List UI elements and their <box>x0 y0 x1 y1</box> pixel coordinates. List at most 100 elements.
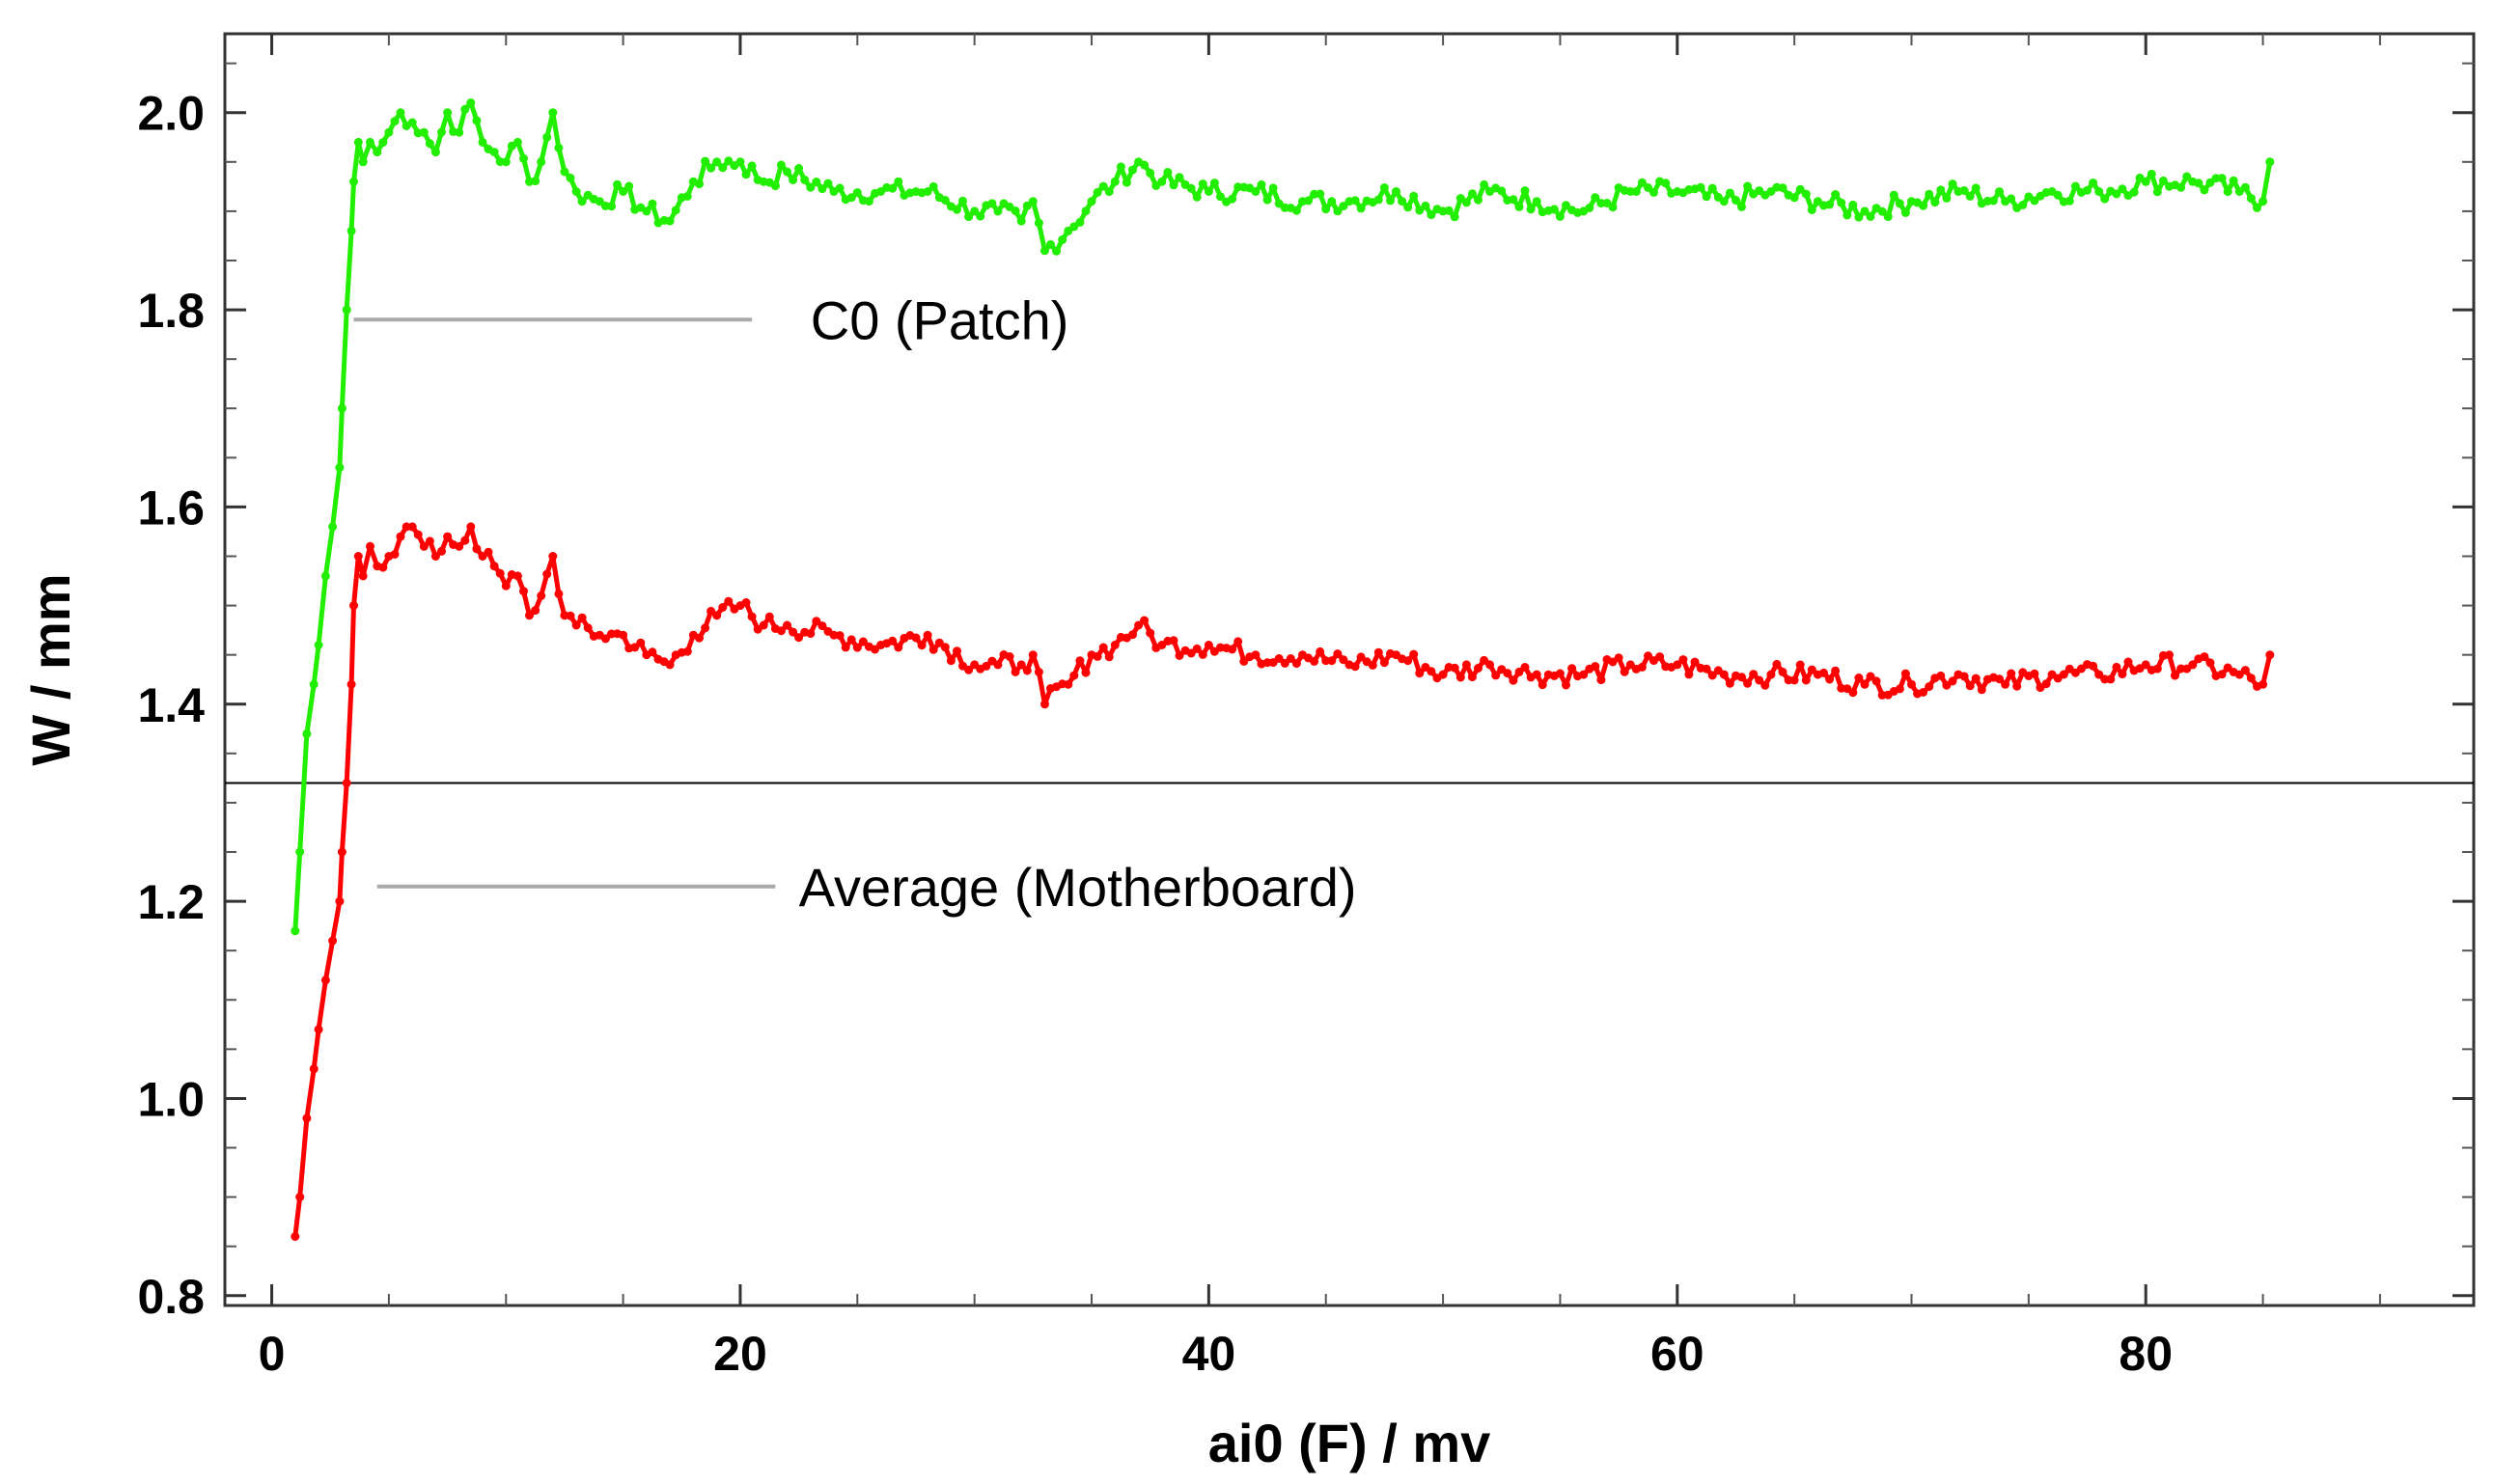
data-point <box>682 191 692 201</box>
data-point <box>1919 688 1928 697</box>
data-point <box>1795 660 1805 670</box>
y-tick-label: 1.8 <box>137 284 205 338</box>
data-point <box>2083 185 2092 195</box>
data-point <box>2158 176 2168 185</box>
data-point <box>1186 183 1196 193</box>
data-point <box>1274 654 1284 663</box>
data-point <box>1684 670 1694 679</box>
data-point <box>2223 187 2232 197</box>
data-point <box>1971 183 1981 193</box>
data-point <box>1907 679 1916 689</box>
data-point <box>566 173 575 182</box>
data-point <box>1134 620 1144 630</box>
data-point <box>1415 669 1425 678</box>
data-point <box>1514 667 1524 676</box>
data-point <box>2188 660 2198 670</box>
data-point <box>353 137 363 147</box>
data-point <box>1028 197 1038 206</box>
data-point <box>636 638 646 647</box>
data-point <box>1110 641 1120 649</box>
data-point <box>2007 669 2016 678</box>
data-point <box>846 193 856 203</box>
data-point <box>396 532 405 541</box>
data-point <box>1081 206 1091 216</box>
data-point <box>1562 201 1570 210</box>
data-point <box>794 164 804 173</box>
data-point <box>1028 650 1038 660</box>
data-point <box>917 641 927 650</box>
data-point <box>484 547 493 557</box>
data-point <box>320 976 330 985</box>
data-point <box>2258 197 2268 206</box>
data-point <box>1415 206 1425 215</box>
data-point <box>928 645 938 654</box>
data-point <box>460 104 470 114</box>
data-point <box>1965 681 1975 691</box>
data-point <box>396 108 405 118</box>
data-point <box>554 143 564 152</box>
data-point <box>349 177 358 186</box>
data-point <box>472 116 482 125</box>
data-point <box>823 179 833 188</box>
data-point <box>1772 659 1782 669</box>
data-point <box>1280 658 1289 668</box>
data-point <box>525 611 534 620</box>
data-point <box>1936 671 1946 680</box>
data-point <box>911 633 921 643</box>
data-point <box>2246 673 2256 683</box>
data-point <box>548 552 558 561</box>
data-point <box>964 665 974 674</box>
data-point <box>1093 187 1102 197</box>
data-point <box>1871 676 1881 686</box>
data-point <box>1204 187 1213 196</box>
data-point <box>413 530 423 539</box>
data-point <box>619 187 628 196</box>
data-point <box>1854 212 1864 222</box>
data-point <box>2041 679 2051 689</box>
y-axis-title: W / mm <box>20 573 81 765</box>
data-point <box>501 581 511 591</box>
data-point <box>1310 656 1319 666</box>
data-point <box>2118 184 2127 194</box>
data-point <box>390 117 400 126</box>
data-point <box>946 656 956 666</box>
data-point <box>940 196 950 205</box>
data-point <box>2141 177 2150 186</box>
data-point <box>1819 668 1828 677</box>
data-point <box>953 205 961 214</box>
data-point <box>1005 652 1014 661</box>
data-point <box>1585 204 1594 212</box>
x-tick-label: 20 <box>713 1327 767 1381</box>
data-point <box>1427 210 1436 220</box>
data-point <box>894 177 903 186</box>
data-point <box>1356 652 1366 662</box>
data-point <box>378 138 388 148</box>
data-point <box>2176 182 2186 192</box>
data-point <box>1356 204 1366 213</box>
data-point <box>1046 239 1055 249</box>
data-point <box>571 187 581 196</box>
data-point <box>2240 666 2250 675</box>
data-point <box>519 153 528 163</box>
data-point <box>2152 187 2162 197</box>
data-point <box>2030 196 2039 206</box>
data-point <box>1707 671 1717 680</box>
data-point <box>1098 181 1108 191</box>
data-point <box>1503 669 1512 678</box>
data-point <box>1801 675 1811 685</box>
data-point <box>1163 168 1173 177</box>
data-point <box>2200 652 2209 662</box>
data-point <box>613 179 622 189</box>
annotations: C0 (Patch) Average (Motherboard) <box>353 289 1357 918</box>
data-point <box>1069 671 1079 680</box>
data-point <box>806 182 816 192</box>
data-point <box>358 157 368 167</box>
axis-tick-labels: 0 20 40 60 80 0.8 1.0 1.2 1.4 1.6 1.8 2.0 <box>137 87 2173 1381</box>
data-point <box>712 611 722 620</box>
data-point <box>349 601 358 611</box>
data-point <box>1175 650 1184 660</box>
data-point <box>1743 678 1753 688</box>
data-point <box>1637 662 1647 672</box>
data-point <box>1175 173 1184 182</box>
data-point <box>1737 202 1746 211</box>
